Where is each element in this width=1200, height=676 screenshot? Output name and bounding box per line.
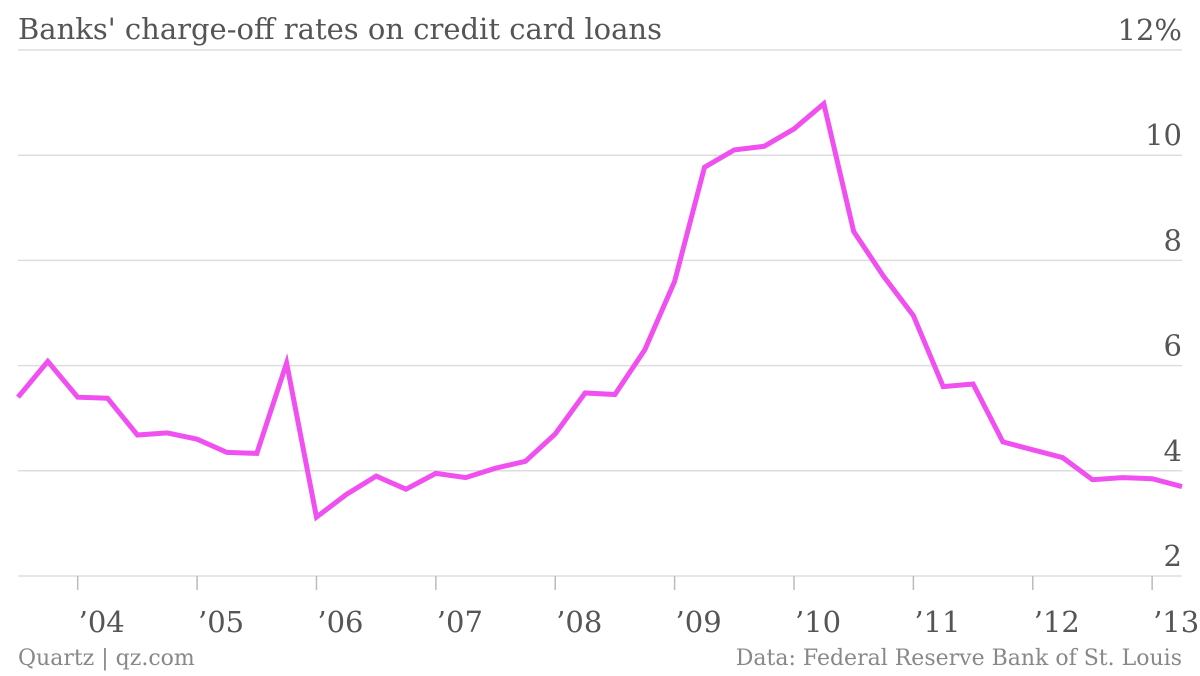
footer-credit: Quartz | qz.com (18, 646, 195, 671)
series-layer (16, 99, 1183, 522)
x-tick-label: ’05 (198, 605, 244, 639)
y-tick-label: 10 (1145, 118, 1182, 152)
x-tick-label: ’06 (317, 605, 363, 639)
chart-title: Banks' charge-off rates on credit card l… (18, 12, 662, 46)
x-tick-label: ’12 (1034, 605, 1080, 639)
x-tick-label: ’04 (79, 605, 125, 639)
x-tick-label: ’13 (1153, 605, 1199, 639)
x-tick-label: ’09 (676, 605, 722, 639)
x-axis-ticks (76, 576, 1153, 590)
x-tick-label: ’08 (556, 605, 602, 639)
y-tick-label: 2 (1164, 539, 1182, 573)
y-tick-label: 4 (1164, 434, 1182, 468)
y-tick-label: 8 (1164, 223, 1182, 257)
x-tick-label: ’11 (914, 605, 960, 639)
x-axis-labels: ’04 ’05 ’06 ’07 ’08 ’09 ’10 ’11 ’12 ’13 (79, 605, 1200, 639)
series-line-0 (16, 99, 1183, 522)
gridlines (18, 49, 1182, 577)
x-tick-label: ’10 (795, 605, 841, 639)
footer-source: Data: Federal Reserve Bank of St. Louis (735, 646, 1182, 671)
y-tick-label: 6 (1164, 329, 1182, 363)
x-tick-label: ’07 (437, 605, 483, 639)
y-axis-labels: 2 4 6 8 10 12% (1118, 13, 1182, 573)
y-tick-label: 12% (1118, 13, 1182, 47)
